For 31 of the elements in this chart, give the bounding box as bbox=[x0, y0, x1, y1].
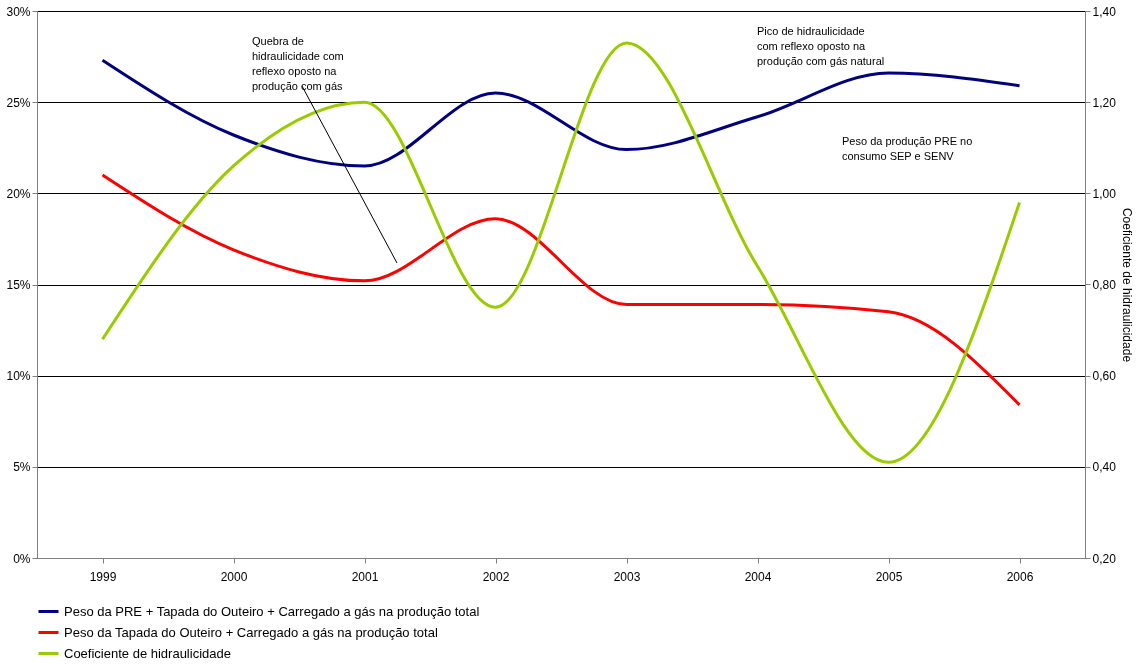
x-tick-label: 2005 bbox=[875, 569, 903, 584]
y-tick-label: 10% bbox=[6, 369, 31, 384]
y2-tick-label: 1,40 bbox=[1092, 4, 1117, 19]
line-series bbox=[101, 173, 1021, 407]
x-tick-label: 1999 bbox=[89, 569, 117, 584]
y2-tick-label: 1,00 bbox=[1092, 186, 1117, 201]
y2-tick-label: 0,60 bbox=[1092, 369, 1117, 384]
y2-tick-label: 1,20 bbox=[1092, 95, 1117, 110]
legend-label: Peso da Tapada do Outeiro + Carregado a gás na produção total bbox=[64, 624, 438, 640]
y-tick-label: 5% bbox=[13, 460, 31, 475]
y-tick-label: 15% bbox=[6, 278, 31, 292]
y2-axis-title: Coeficiente de hidraulicidade bbox=[1119, 207, 1134, 363]
y-tick-label: 25% bbox=[6, 95, 31, 110]
x-tick-label: 2006 bbox=[1006, 569, 1034, 584]
legend-label: Coeficiente de hidraulicidade bbox=[64, 645, 231, 661]
y2-tick-label: 0,80 bbox=[1092, 278, 1117, 292]
y-tick-label: 30% bbox=[6, 4, 31, 19]
y2-tick-label: 0,40 bbox=[1092, 460, 1117, 475]
x-tick-label: 2004 bbox=[744, 569, 772, 584]
x-tick-label: 2001 bbox=[351, 569, 379, 584]
y-tick-label: 20% bbox=[6, 186, 31, 201]
annotation: Quebra de hidraulicidade com reflexo oposto na produção com gás bbox=[252, 35, 344, 92]
x-tick-label: 2003 bbox=[613, 569, 641, 584]
line-series bbox=[101, 58, 1021, 168]
y2-tick-label: 0,20 bbox=[1092, 551, 1117, 566]
x-tick-label: 2002 bbox=[482, 569, 510, 584]
annotation: Pico de hidraulicidade com reflexo oposto na produção com gás natural bbox=[757, 25, 885, 67]
annotation: Peso da produção PRE no consumo SEP e SENV bbox=[842, 135, 973, 162]
legend-label: Peso da PRE + Tapada do Outeiro + Carregado a gás na produção total bbox=[64, 603, 480, 619]
x-tick-label: 2000 bbox=[220, 569, 248, 584]
y-tick-label: 0% bbox=[13, 551, 31, 566]
